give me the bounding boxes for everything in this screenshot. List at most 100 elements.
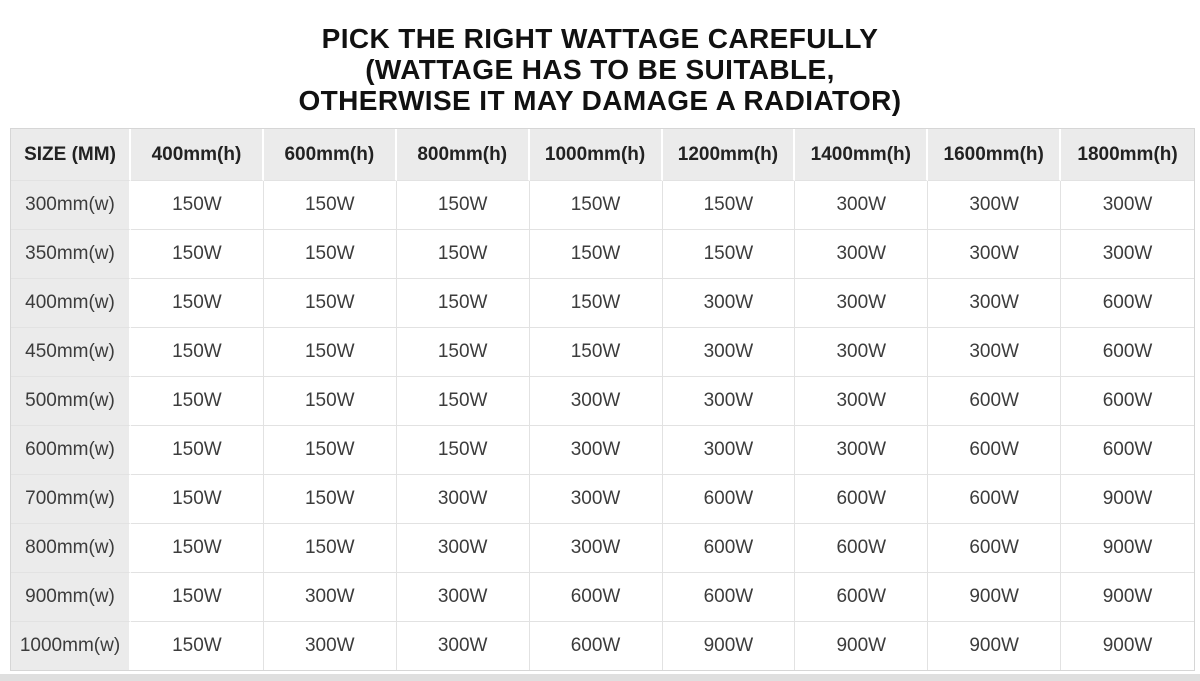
wattage-cell: 150W bbox=[662, 181, 796, 230]
wattage-cell: 900W bbox=[928, 622, 1062, 670]
wattage-cell: 150W bbox=[263, 426, 397, 475]
wattage-cell: 150W bbox=[131, 622, 264, 670]
wattage-cell: 300W bbox=[795, 377, 929, 426]
wattage-cell: 600W bbox=[928, 426, 1062, 475]
wattage-cell: 150W bbox=[529, 181, 663, 230]
wattage-cell: 300W bbox=[928, 230, 1062, 279]
table-row: 300mm(w) 150W 150W 150W 150W 150W 300W 300W 300W bbox=[11, 181, 1194, 230]
wattage-cell: 300W bbox=[529, 475, 663, 524]
wattage-table: SIZE (MM) 400mm(h) 600mm(h) 800mm(h) 1000mm(… bbox=[10, 128, 1195, 671]
wattage-cell: 300W bbox=[396, 622, 530, 670]
height-column-header: 800mm(h) bbox=[396, 129, 530, 181]
wattage-cell: 150W bbox=[396, 377, 530, 426]
wattage-cell: 300W bbox=[795, 328, 929, 377]
wattage-cell: 300W bbox=[396, 573, 530, 622]
wattage-cell: 900W bbox=[1061, 475, 1194, 524]
height-column-header: 600mm(h) bbox=[263, 129, 397, 181]
page-title: PICK THE RIGHT WATTAGE CAREFULLY (WATTAG… bbox=[0, 0, 1200, 116]
wattage-cell: 300W bbox=[928, 181, 1062, 230]
wattage-cell: 300W bbox=[662, 279, 796, 328]
wattage-cell: 600W bbox=[1061, 279, 1194, 328]
height-column-header: 1800mm(h) bbox=[1061, 129, 1194, 181]
row-header-size: 600mm(w) bbox=[11, 426, 131, 475]
row-header-size: 350mm(w) bbox=[11, 230, 131, 279]
wattage-cell: 300W bbox=[1061, 230, 1194, 279]
wattage-cell: 300W bbox=[263, 622, 397, 670]
wattage-cell: 150W bbox=[131, 524, 264, 573]
height-column-header: 400mm(h) bbox=[131, 129, 264, 181]
wattage-cell: 300W bbox=[662, 328, 796, 377]
wattage-cell: 150W bbox=[263, 475, 397, 524]
wattage-cell: 300W bbox=[795, 426, 929, 475]
wattage-cell: 150W bbox=[263, 230, 397, 279]
wattage-cell: 150W bbox=[131, 279, 264, 328]
title-line-2: (WATTAGE HAS TO BE SUITABLE, bbox=[365, 54, 835, 85]
table-row: 350mm(w) 150W 150W 150W 150W 150W 300W 300W 300W bbox=[11, 230, 1194, 279]
row-header-size: 450mm(w) bbox=[11, 328, 131, 377]
wattage-cell: 300W bbox=[1061, 181, 1194, 230]
wattage-cell: 150W bbox=[263, 328, 397, 377]
table-row: 600mm(w) 150W 150W 150W 300W 300W 300W 600W 600W bbox=[11, 426, 1194, 475]
wattage-cell: 600W bbox=[662, 573, 796, 622]
wattage-cell: 600W bbox=[529, 573, 663, 622]
wattage-cell: 300W bbox=[263, 573, 397, 622]
height-column-header: 1200mm(h) bbox=[662, 129, 796, 181]
wattage-cell: 300W bbox=[529, 426, 663, 475]
wattage-cell: 600W bbox=[928, 377, 1062, 426]
table-header-row: SIZE (MM) 400mm(h) 600mm(h) 800mm(h) 1000mm(… bbox=[11, 129, 1194, 181]
wattage-cell: 150W bbox=[662, 230, 796, 279]
wattage-cell: 300W bbox=[928, 279, 1062, 328]
wattage-cell: 600W bbox=[529, 622, 663, 670]
row-header-size: 900mm(w) bbox=[11, 573, 131, 622]
wattage-cell: 600W bbox=[928, 524, 1062, 573]
wattage-cell: 150W bbox=[396, 230, 530, 279]
wattage-cell: 150W bbox=[131, 426, 264, 475]
row-header-size: 1000mm(w) bbox=[11, 622, 131, 670]
wattage-cell: 150W bbox=[529, 279, 663, 328]
wattage-cell: 300W bbox=[795, 181, 929, 230]
wattage-cell: 150W bbox=[131, 475, 264, 524]
wattage-cell: 150W bbox=[529, 328, 663, 377]
wattage-cell: 150W bbox=[131, 230, 264, 279]
wattage-cell: 600W bbox=[795, 573, 929, 622]
wattage-cell: 600W bbox=[662, 475, 796, 524]
row-header-size: 500mm(w) bbox=[11, 377, 131, 426]
wattage-cell: 150W bbox=[131, 377, 264, 426]
size-column-header: SIZE (MM) bbox=[11, 129, 131, 181]
wattage-cell: 150W bbox=[396, 181, 530, 230]
wattage-cell: 150W bbox=[396, 328, 530, 377]
wattage-cell: 300W bbox=[529, 377, 663, 426]
height-column-header: 1400mm(h) bbox=[795, 129, 929, 181]
wattage-cell: 150W bbox=[263, 181, 397, 230]
wattage-cell: 900W bbox=[1061, 573, 1194, 622]
wattage-cell: 300W bbox=[795, 279, 929, 328]
row-header-size: 700mm(w) bbox=[11, 475, 131, 524]
wattage-cell: 300W bbox=[396, 475, 530, 524]
title-line-3: OTHERWISE IT MAY DAMAGE A RADIATOR) bbox=[298, 85, 902, 116]
table-row: 900mm(w) 150W 300W 300W 600W 600W 600W 900W 900W bbox=[11, 573, 1194, 622]
wattage-cell: 300W bbox=[928, 328, 1062, 377]
wattage-cell: 150W bbox=[396, 279, 530, 328]
wattage-cell: 600W bbox=[662, 524, 796, 573]
table-row: 500mm(w) 150W 150W 150W 300W 300W 300W 600W 600W bbox=[11, 377, 1194, 426]
table-row: 1000mm(w) 150W 300W 300W 600W 900W 900W 900W 900… bbox=[11, 622, 1194, 670]
wattage-cell: 150W bbox=[529, 230, 663, 279]
wattage-cell: 300W bbox=[662, 377, 796, 426]
bottom-edge-bar bbox=[0, 674, 1200, 681]
height-column-header: 1600mm(h) bbox=[928, 129, 1062, 181]
wattage-cell: 300W bbox=[529, 524, 663, 573]
wattage-cell: 600W bbox=[795, 524, 929, 573]
wattage-cell: 150W bbox=[131, 573, 264, 622]
wattage-cell: 600W bbox=[795, 475, 929, 524]
row-header-size: 300mm(w) bbox=[11, 181, 131, 230]
wattage-cell: 150W bbox=[131, 328, 264, 377]
table-row: 700mm(w) 150W 150W 300W 300W 600W 600W 600W 900W bbox=[11, 475, 1194, 524]
wattage-cell: 300W bbox=[396, 524, 530, 573]
wattage-cell: 300W bbox=[662, 426, 796, 475]
wattage-cell: 900W bbox=[795, 622, 929, 670]
table-row: 400mm(w) 150W 150W 150W 150W 300W 300W 300W 600W bbox=[11, 279, 1194, 328]
wattage-cell: 150W bbox=[131, 181, 264, 230]
wattage-cell: 600W bbox=[1061, 328, 1194, 377]
wattage-cell: 900W bbox=[662, 622, 796, 670]
height-column-header: 1000mm(h) bbox=[529, 129, 663, 181]
